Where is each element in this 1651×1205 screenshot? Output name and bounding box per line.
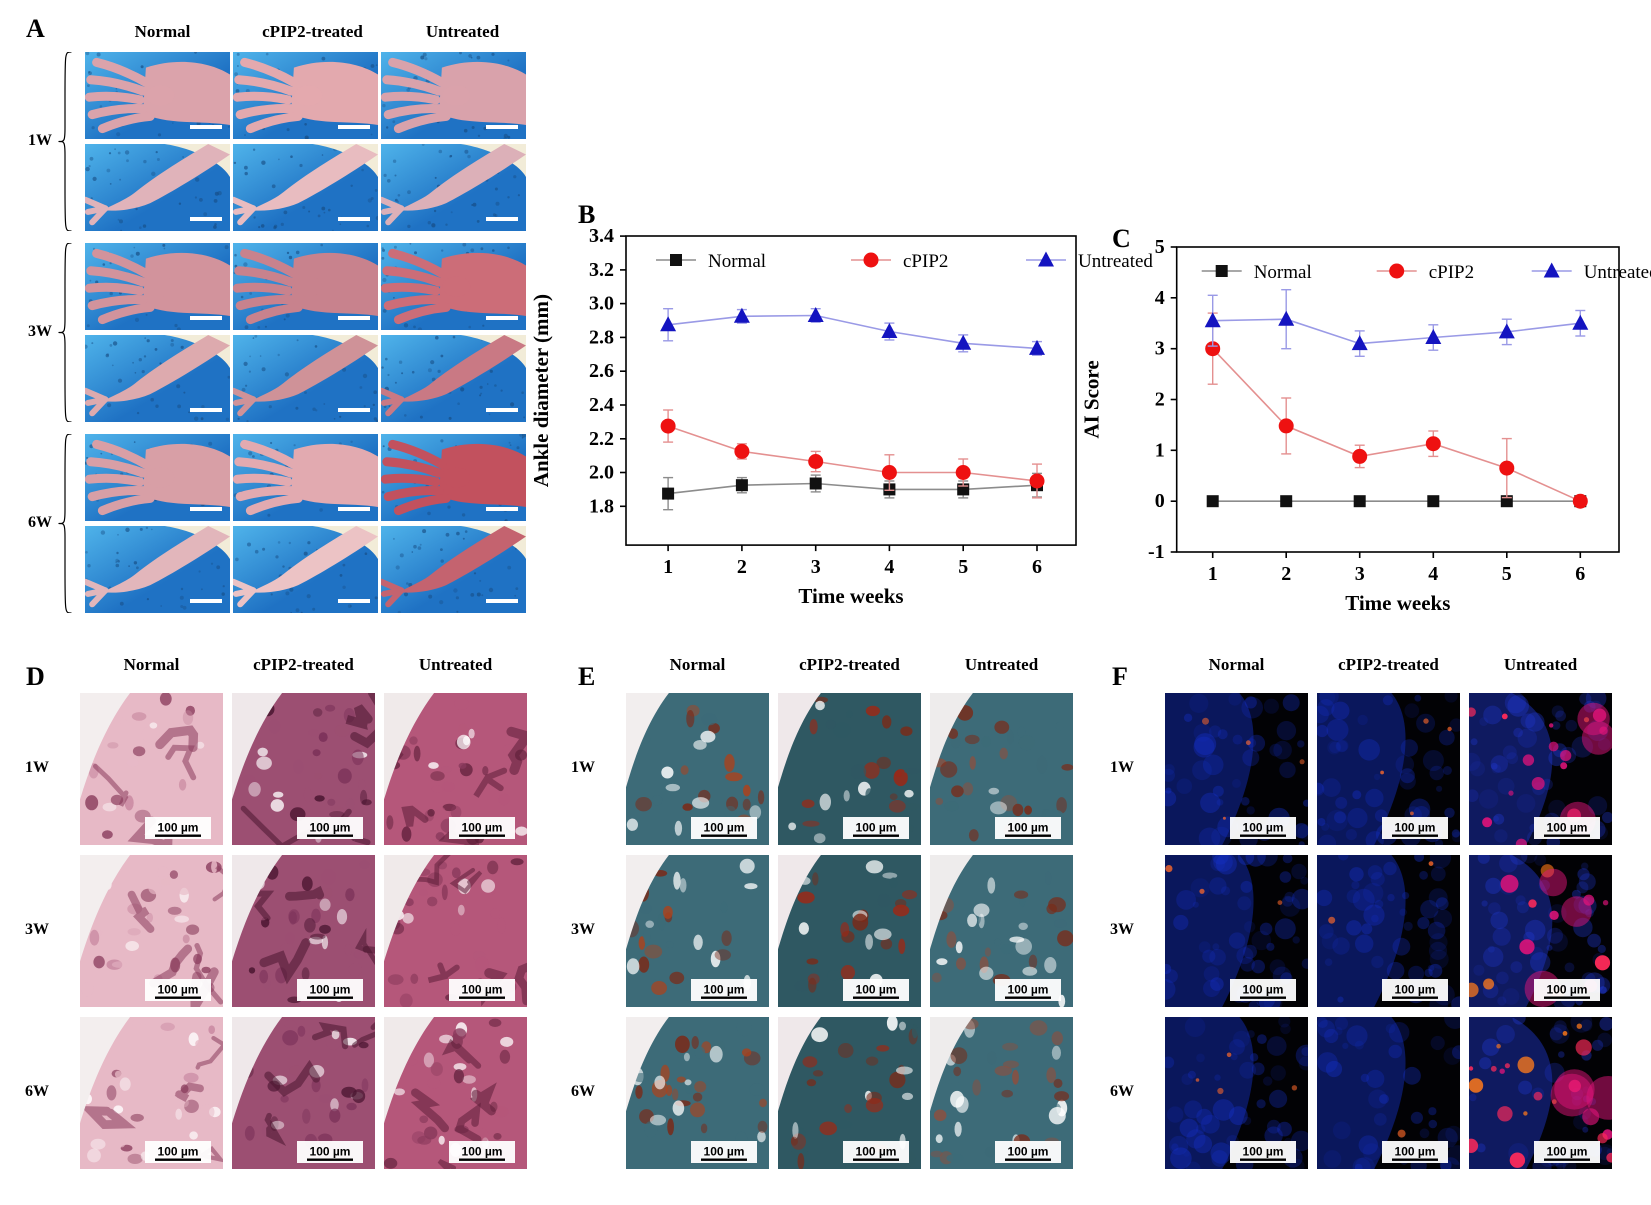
svg-text:1: 1 <box>1155 439 1165 461</box>
svg-text:5: 5 <box>1502 563 1512 585</box>
svg-text:100 µm: 100 µm <box>704 983 745 997</box>
svg-text:100 µm: 100 µm <box>1547 821 1588 835</box>
svg-text:100 µm: 100 µm <box>1008 983 1049 997</box>
svg-text:100 µm: 100 µm <box>704 821 745 835</box>
svg-text:100 µm: 100 µm <box>310 821 351 835</box>
svg-text:6: 6 <box>1575 563 1585 585</box>
svg-text:100 µm: 100 µm <box>1395 983 1436 997</box>
svg-text:100 µm: 100 µm <box>1243 983 1284 997</box>
svg-text:100 µm: 100 µm <box>856 1145 897 1159</box>
svg-text:100 µm: 100 µm <box>158 1145 199 1159</box>
svg-text:100 µm: 100 µm <box>1008 1145 1049 1159</box>
svg-text:0: 0 <box>1155 490 1165 512</box>
svg-text:4: 4 <box>1155 287 1165 309</box>
svg-text:4: 4 <box>1428 563 1438 585</box>
svg-text:100 µm: 100 µm <box>704 1145 745 1159</box>
svg-text:1: 1 <box>1208 563 1218 585</box>
svg-text:100 µm: 100 µm <box>1243 821 1284 835</box>
svg-text:AI Score: AI Score <box>1080 360 1104 438</box>
svg-text:cPIP2: cPIP2 <box>1429 262 1474 283</box>
svg-text:100 µm: 100 µm <box>462 983 503 997</box>
svg-text:Time weeks: Time weeks <box>1345 591 1450 615</box>
svg-text:3: 3 <box>1155 338 1165 360</box>
svg-text:100 µm: 100 µm <box>310 983 351 997</box>
svg-text:Normal: Normal <box>1254 262 1312 283</box>
svg-text:100 µm: 100 µm <box>1395 1145 1436 1159</box>
svg-text:100 µm: 100 µm <box>1547 983 1588 997</box>
svg-text:100 µm: 100 µm <box>1243 1145 1284 1159</box>
svg-text:100 µm: 100 µm <box>856 821 897 835</box>
svg-text:5: 5 <box>1155 236 1165 258</box>
svg-text:100 µm: 100 µm <box>1395 821 1436 835</box>
svg-text:100 µm: 100 µm <box>462 821 503 835</box>
svg-text:3: 3 <box>1355 563 1365 585</box>
svg-text:100 µm: 100 µm <box>856 983 897 997</box>
svg-text:100 µm: 100 µm <box>1547 1145 1588 1159</box>
svg-text:100 µm: 100 µm <box>158 983 199 997</box>
svg-text:Untreated: Untreated <box>1584 262 1651 283</box>
svg-text:100 µm: 100 µm <box>462 1145 503 1159</box>
svg-text:2: 2 <box>1281 563 1291 585</box>
svg-text:100 µm: 100 µm <box>1008 821 1049 835</box>
svg-text:100 µm: 100 µm <box>310 1145 351 1159</box>
svg-text:100 µm: 100 µm <box>158 821 199 835</box>
svg-text:2: 2 <box>1155 389 1165 411</box>
svg-text:-1: -1 <box>1148 541 1165 563</box>
